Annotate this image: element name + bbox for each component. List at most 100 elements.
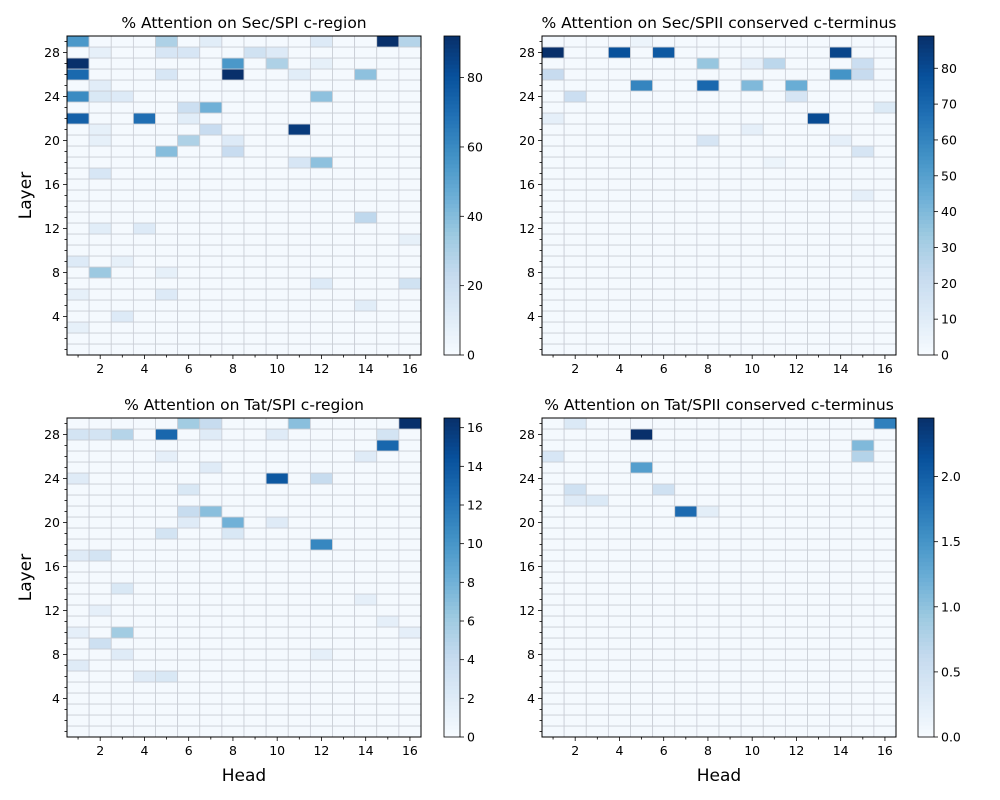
heatmap-cell bbox=[155, 343, 179, 356]
x-tick-label: 8 bbox=[229, 743, 237, 758]
heatmap-cell bbox=[652, 343, 676, 356]
y-tick-label: 28 bbox=[519, 45, 535, 60]
heatmap-cell bbox=[110, 189, 134, 202]
heatmap-cell bbox=[287, 277, 311, 290]
heatmap-cell bbox=[354, 299, 378, 312]
y-tick-label: 28 bbox=[44, 45, 60, 60]
colorbar-segment bbox=[444, 255, 460, 260]
colorbar-segment bbox=[444, 275, 460, 280]
heatmap-cell bbox=[585, 527, 609, 540]
heatmap-cell bbox=[221, 637, 245, 650]
heatmap-cell bbox=[110, 582, 134, 595]
heatmap-cell bbox=[607, 79, 631, 92]
heatmap-cell bbox=[696, 494, 720, 507]
heatmap-cell bbox=[177, 255, 201, 268]
heatmap-cell bbox=[287, 527, 311, 540]
heatmap-cell bbox=[309, 604, 333, 617]
heatmap-cell bbox=[332, 615, 356, 628]
heatmap-cell bbox=[718, 321, 742, 334]
heatmap-cell bbox=[332, 233, 356, 246]
heatmap-cell bbox=[309, 299, 333, 312]
heatmap-cell bbox=[155, 178, 179, 191]
colorbar-segment bbox=[918, 159, 934, 165]
heatmap-cell bbox=[199, 123, 223, 136]
x-tick-label: 8 bbox=[704, 361, 712, 376]
colorbar-segment bbox=[918, 343, 934, 348]
colorbar-segment bbox=[918, 115, 934, 121]
heatmap-cell bbox=[563, 483, 587, 496]
heatmap-cell bbox=[851, 178, 875, 191]
heatmap-cell bbox=[243, 439, 267, 452]
heatmap-cell bbox=[807, 659, 831, 672]
heatmap-cell bbox=[66, 211, 90, 224]
colorbar-segment bbox=[444, 291, 460, 296]
heatmap-cell bbox=[541, 494, 565, 507]
heatmap-cell bbox=[784, 637, 808, 650]
heatmap-cell bbox=[265, 516, 289, 529]
heatmap-cell bbox=[309, 200, 333, 213]
colorbar-segment bbox=[444, 83, 460, 89]
heatmap-cell bbox=[309, 417, 333, 430]
heatmap-cell bbox=[740, 604, 764, 617]
heatmap-cell bbox=[243, 461, 267, 474]
colorbar-segment bbox=[918, 36, 934, 41]
heatmap-cell bbox=[607, 244, 631, 257]
heatmap-cell bbox=[541, 604, 565, 617]
heatmap-cell bbox=[221, 310, 245, 323]
heatmap-cell bbox=[585, 68, 609, 81]
heatmap-cell bbox=[265, 450, 289, 463]
colorbar-segment bbox=[444, 135, 460, 141]
heatmap-cell bbox=[541, 57, 565, 70]
heatmap-cell bbox=[66, 593, 90, 606]
heatmap-cell bbox=[696, 560, 720, 573]
heatmap-cell bbox=[221, 79, 245, 92]
heatmap-cell bbox=[309, 560, 333, 573]
x-tick-label: 6 bbox=[660, 361, 668, 376]
heatmap-cell bbox=[66, 156, 90, 169]
heatmap-cell bbox=[221, 90, 245, 103]
colorbar-segment bbox=[918, 673, 934, 678]
heatmap-cell bbox=[607, 428, 631, 441]
heatmap-cell bbox=[398, 450, 422, 463]
heatmap-cell bbox=[740, 428, 764, 441]
heatmap-cell bbox=[718, 211, 742, 224]
heatmap-cell bbox=[287, 516, 311, 529]
heatmap-cell bbox=[851, 266, 875, 279]
heatmap-cell bbox=[398, 593, 422, 606]
heatmap-cell bbox=[398, 494, 422, 507]
heatmap-cell bbox=[607, 703, 631, 716]
heatmap-cell bbox=[829, 57, 853, 70]
colorbar-segment bbox=[444, 573, 460, 579]
heatmap-cell bbox=[398, 101, 422, 114]
heatmap-cell bbox=[66, 288, 90, 301]
heatmap-cell bbox=[696, 461, 720, 474]
heatmap-cell bbox=[110, 571, 134, 584]
heatmap-cell bbox=[309, 332, 333, 345]
colorbar-segment bbox=[918, 421, 934, 427]
heatmap-cell bbox=[110, 310, 134, 323]
heatmap-cell bbox=[563, 637, 587, 650]
heatmap-cell bbox=[376, 167, 400, 180]
colorbar-segment bbox=[444, 303, 460, 308]
heatmap-cell bbox=[376, 90, 400, 103]
heatmap-cell bbox=[376, 123, 400, 136]
heatmap-cell bbox=[873, 417, 897, 430]
colorbar-segment bbox=[918, 533, 934, 539]
heatmap-cell bbox=[851, 417, 875, 430]
heatmap-cell bbox=[287, 461, 311, 474]
heatmap-cell bbox=[243, 90, 267, 103]
heatmap-cell bbox=[110, 332, 134, 345]
heatmap-cell bbox=[696, 593, 720, 606]
heatmap-cell bbox=[563, 145, 587, 158]
heatmap-cell bbox=[541, 659, 565, 672]
heatmap-cell bbox=[177, 123, 201, 136]
heatmap-cell bbox=[740, 439, 764, 452]
heatmap-cell bbox=[674, 461, 698, 474]
heatmap-cell bbox=[718, 439, 742, 452]
heatmap-cell bbox=[66, 233, 90, 246]
heatmap-cell bbox=[199, 156, 223, 169]
heatmap-cell bbox=[718, 505, 742, 518]
heatmap-cell bbox=[199, 428, 223, 441]
heatmap-cell bbox=[199, 648, 223, 661]
heatmap-cell bbox=[652, 560, 676, 573]
